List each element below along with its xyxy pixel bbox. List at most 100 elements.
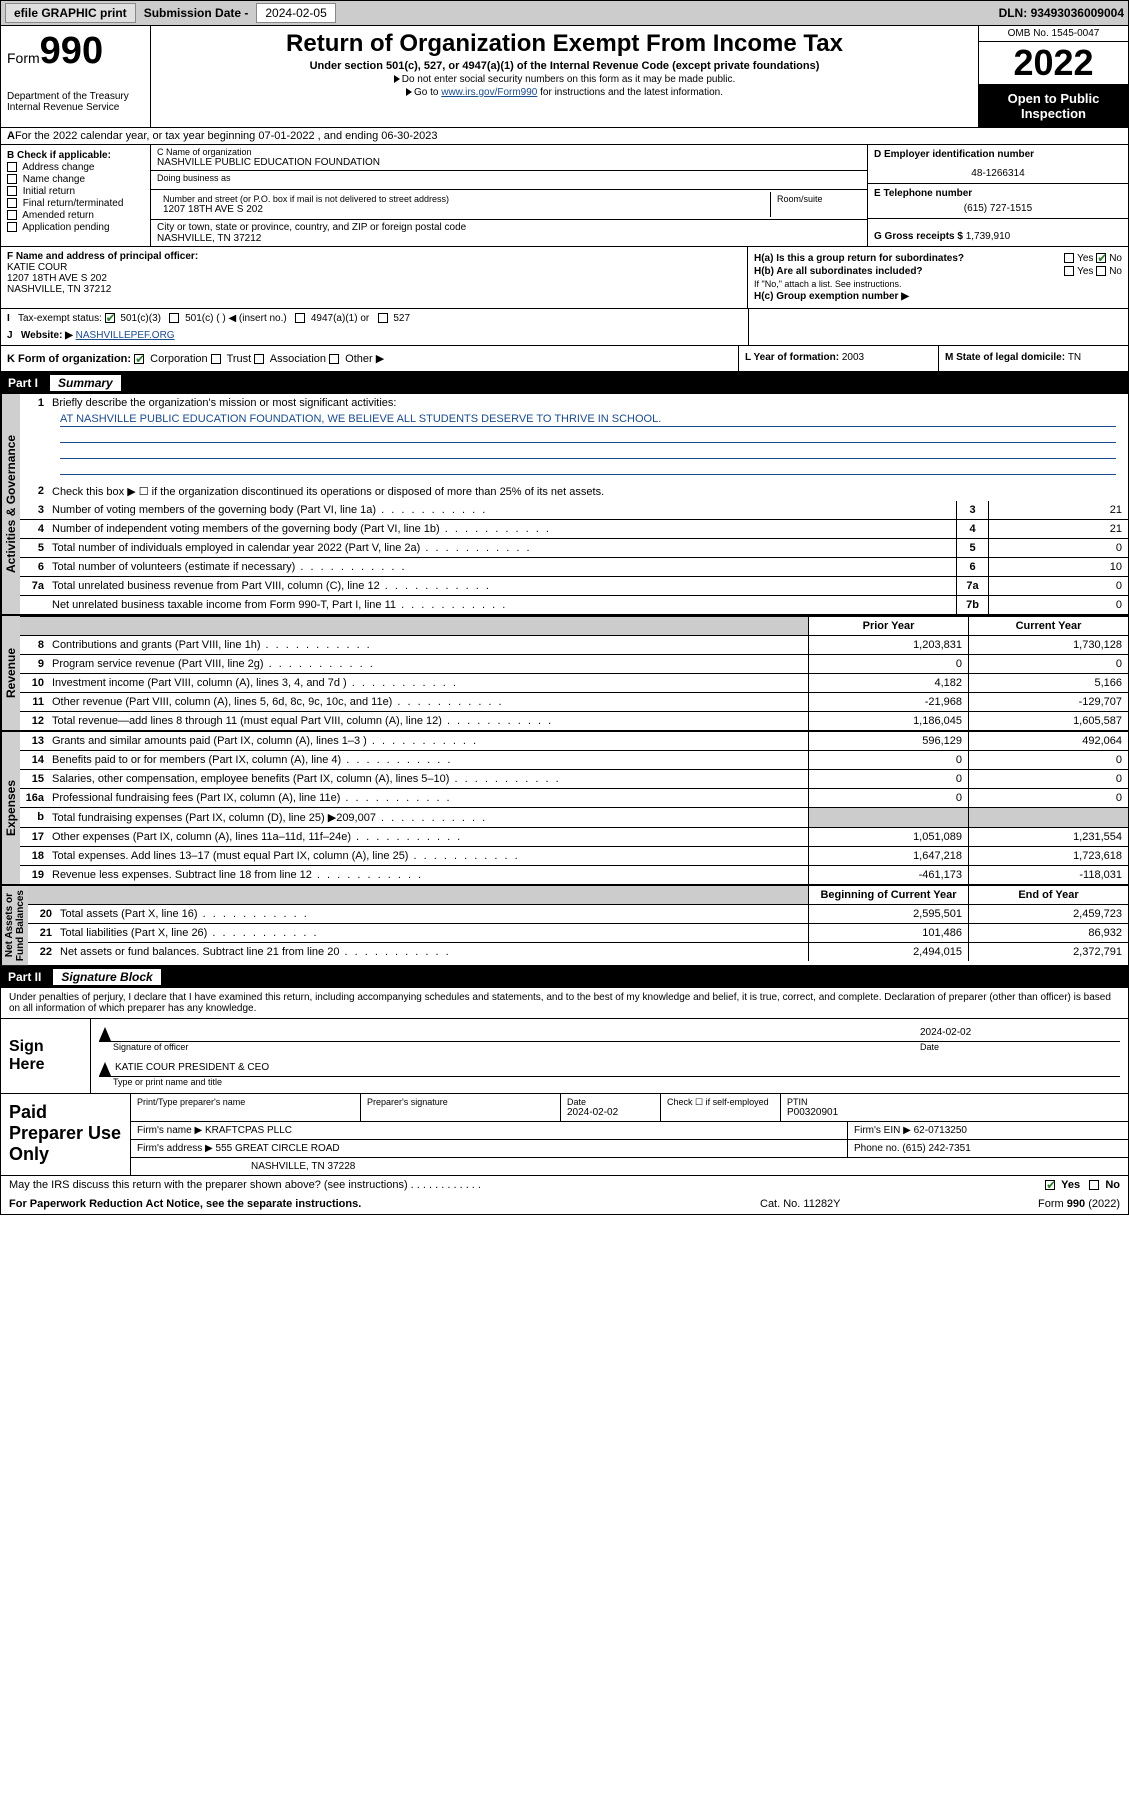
form-note2: Go to www.irs.gov/Form990 for instructio… bbox=[159, 87, 970, 98]
checkbox-icon[interactable] bbox=[7, 174, 17, 184]
sig-date: 2024-02-02 bbox=[920, 1027, 1120, 1041]
current-year-header: Current Year bbox=[968, 617, 1128, 635]
room-suite: Room/suite bbox=[771, 192, 861, 217]
checkbox-icon[interactable] bbox=[1064, 253, 1074, 263]
current-value: 86,932 bbox=[968, 924, 1128, 942]
checkbox-icon[interactable] bbox=[7, 186, 17, 196]
checkbox-icon[interactable] bbox=[7, 162, 17, 172]
sig-declaration: Under penalties of perjury, I declare th… bbox=[1, 988, 1128, 1019]
checkbox-icon[interactable] bbox=[169, 313, 179, 323]
block-fh: F Name and address of principal officer:… bbox=[0, 247, 1129, 309]
form-subtitle: Under section 501(c), 527, or 4947(a)(1)… bbox=[159, 60, 970, 72]
state-domicile: TN bbox=[1068, 352, 1081, 363]
block-ij: I Tax-exempt status: 501(c)(3) 501(c) ( … bbox=[0, 309, 1129, 346]
summary-value: 10 bbox=[988, 558, 1128, 576]
box-h: H(a) Is this a group return for subordin… bbox=[748, 247, 1128, 308]
firm-name: KRAFTCPAS PLLC bbox=[205, 1125, 292, 1136]
firm-phone: (615) 242-7351 bbox=[902, 1143, 970, 1154]
form-header: Form990 Department of the Treasury Inter… bbox=[0, 26, 1129, 128]
efile-button[interactable]: efile GRAPHIC print bbox=[5, 3, 136, 23]
tab-expenses: Expenses bbox=[1, 732, 20, 884]
officer-name: KATIE COUR bbox=[7, 262, 741, 273]
paid-preparer-label: Paid Preparer Use Only bbox=[1, 1094, 131, 1175]
page-footer: For Paperwork Reduction Act Notice, see … bbox=[0, 1194, 1129, 1215]
triangle-icon bbox=[99, 1062, 111, 1076]
officer-name-title: KATIE COUR PRESIDENT & CEO bbox=[115, 1062, 269, 1076]
omb-number: OMB No. 1545-0047 bbox=[979, 26, 1128, 42]
checkbox-icon[interactable] bbox=[7, 222, 17, 232]
prior-value: 0 bbox=[808, 751, 968, 769]
current-value: 492,064 bbox=[968, 732, 1128, 750]
beginning-year-header: Beginning of Current Year bbox=[808, 886, 968, 904]
top-toolbar: efile GRAPHIC print Submission Date - 20… bbox=[0, 0, 1129, 26]
checkbox-icon[interactable] bbox=[254, 354, 264, 364]
prior-value: -21,968 bbox=[808, 693, 968, 711]
line-a: A For the 2022 calendar year, or tax yea… bbox=[0, 128, 1129, 145]
form-title: Return of Organization Exempt From Incom… bbox=[159, 30, 970, 58]
checkbox-icon[interactable] bbox=[1096, 253, 1106, 263]
prior-value: 0 bbox=[808, 655, 968, 673]
summary-value: 0 bbox=[988, 596, 1128, 614]
checkbox-icon[interactable] bbox=[7, 198, 17, 208]
end-year-header: End of Year bbox=[968, 886, 1128, 904]
checkbox-icon[interactable] bbox=[211, 354, 221, 364]
current-value: -118,031 bbox=[968, 866, 1128, 884]
current-value: 2,372,791 bbox=[968, 943, 1128, 961]
current-value: 0 bbox=[968, 789, 1128, 807]
prior-value: 1,186,045 bbox=[808, 712, 968, 730]
part1-body: Activities & Governance 1 Briefly descri… bbox=[0, 394, 1129, 966]
prior-value: 1,203,831 bbox=[808, 636, 968, 654]
checkbox-icon[interactable] bbox=[1089, 1180, 1099, 1190]
triangle-icon bbox=[99, 1027, 111, 1041]
year-formation: 2003 bbox=[842, 352, 864, 363]
prior-value: 2,595,501 bbox=[808, 905, 968, 923]
checkbox-icon[interactable] bbox=[1045, 1180, 1055, 1190]
checkbox-icon[interactable] bbox=[295, 313, 305, 323]
subdate-value: 2024-02-05 bbox=[256, 3, 335, 23]
prior-value: 2,494,015 bbox=[808, 943, 968, 961]
prior-value: -461,173 bbox=[808, 866, 968, 884]
signature-block: Under penalties of perjury, I declare th… bbox=[0, 988, 1129, 1094]
current-value: 2,459,723 bbox=[968, 905, 1128, 923]
summary-value: 0 bbox=[988, 539, 1128, 557]
tab-net-assets: Net Assets or Fund Balances bbox=[1, 886, 28, 965]
part1-header: Part I Summary bbox=[0, 372, 1129, 394]
summary-value: 21 bbox=[988, 520, 1128, 538]
gross-receipts: 1,739,910 bbox=[966, 231, 1011, 242]
form-note1: Do not enter social security numbers on … bbox=[159, 74, 970, 85]
triangle-icon bbox=[394, 75, 400, 83]
current-value: 0 bbox=[968, 751, 1128, 769]
current-value: -129,707 bbox=[968, 693, 1128, 711]
summary-value: 0 bbox=[988, 577, 1128, 595]
current-value: 0 bbox=[968, 655, 1128, 673]
checkbox-icon[interactable] bbox=[134, 354, 144, 364]
checkbox-icon[interactable] bbox=[7, 210, 17, 220]
box-b: B Check if applicable: Address change Na… bbox=[1, 145, 151, 246]
block-bcd: B Check if applicable: Address change Na… bbox=[0, 145, 1129, 247]
website-link[interactable]: NASHVILLEPEF.ORG bbox=[76, 330, 175, 341]
box-c: C Name of organization NASHVILLE PUBLIC … bbox=[151, 145, 868, 246]
subdate-label: Submission Date - bbox=[144, 6, 249, 20]
checkbox-icon[interactable] bbox=[105, 313, 115, 323]
ein-value: 48-1266314 bbox=[874, 168, 1122, 179]
part2-header: Part II Signature Block bbox=[0, 966, 1129, 988]
mission-text: AT NASHVILLE PUBLIC EDUCATION FOUNDATION… bbox=[60, 413, 661, 425]
checkbox-icon[interactable] bbox=[329, 354, 339, 364]
form-number: Form990 bbox=[7, 30, 144, 73]
current-value: 0 bbox=[968, 770, 1128, 788]
checkbox-icon[interactable] bbox=[1096, 266, 1106, 276]
prior-value: 1,647,218 bbox=[808, 847, 968, 865]
firm-ein: 62-0713250 bbox=[914, 1125, 967, 1136]
irs-link[interactable]: www.irs.gov/Form990 bbox=[441, 87, 537, 98]
prior-value: 101,486 bbox=[808, 924, 968, 942]
may-discuss-row: May the IRS discuss this return with the… bbox=[0, 1176, 1129, 1194]
checkbox-icon[interactable] bbox=[378, 313, 388, 323]
ptin: P00320901 bbox=[787, 1107, 1122, 1118]
box-d: D Employer identification number 48-1266… bbox=[868, 145, 1128, 246]
inspection-badge: Open to Public Inspection bbox=[979, 85, 1128, 127]
checkbox-icon[interactable] bbox=[1064, 266, 1074, 276]
tab-revenue: Revenue bbox=[1, 616, 20, 730]
org-address: 1207 18TH AVE S 202 bbox=[163, 204, 764, 215]
preparer-block: Paid Preparer Use Only Print/Type prepar… bbox=[0, 1094, 1129, 1176]
current-value: 1,723,618 bbox=[968, 847, 1128, 865]
